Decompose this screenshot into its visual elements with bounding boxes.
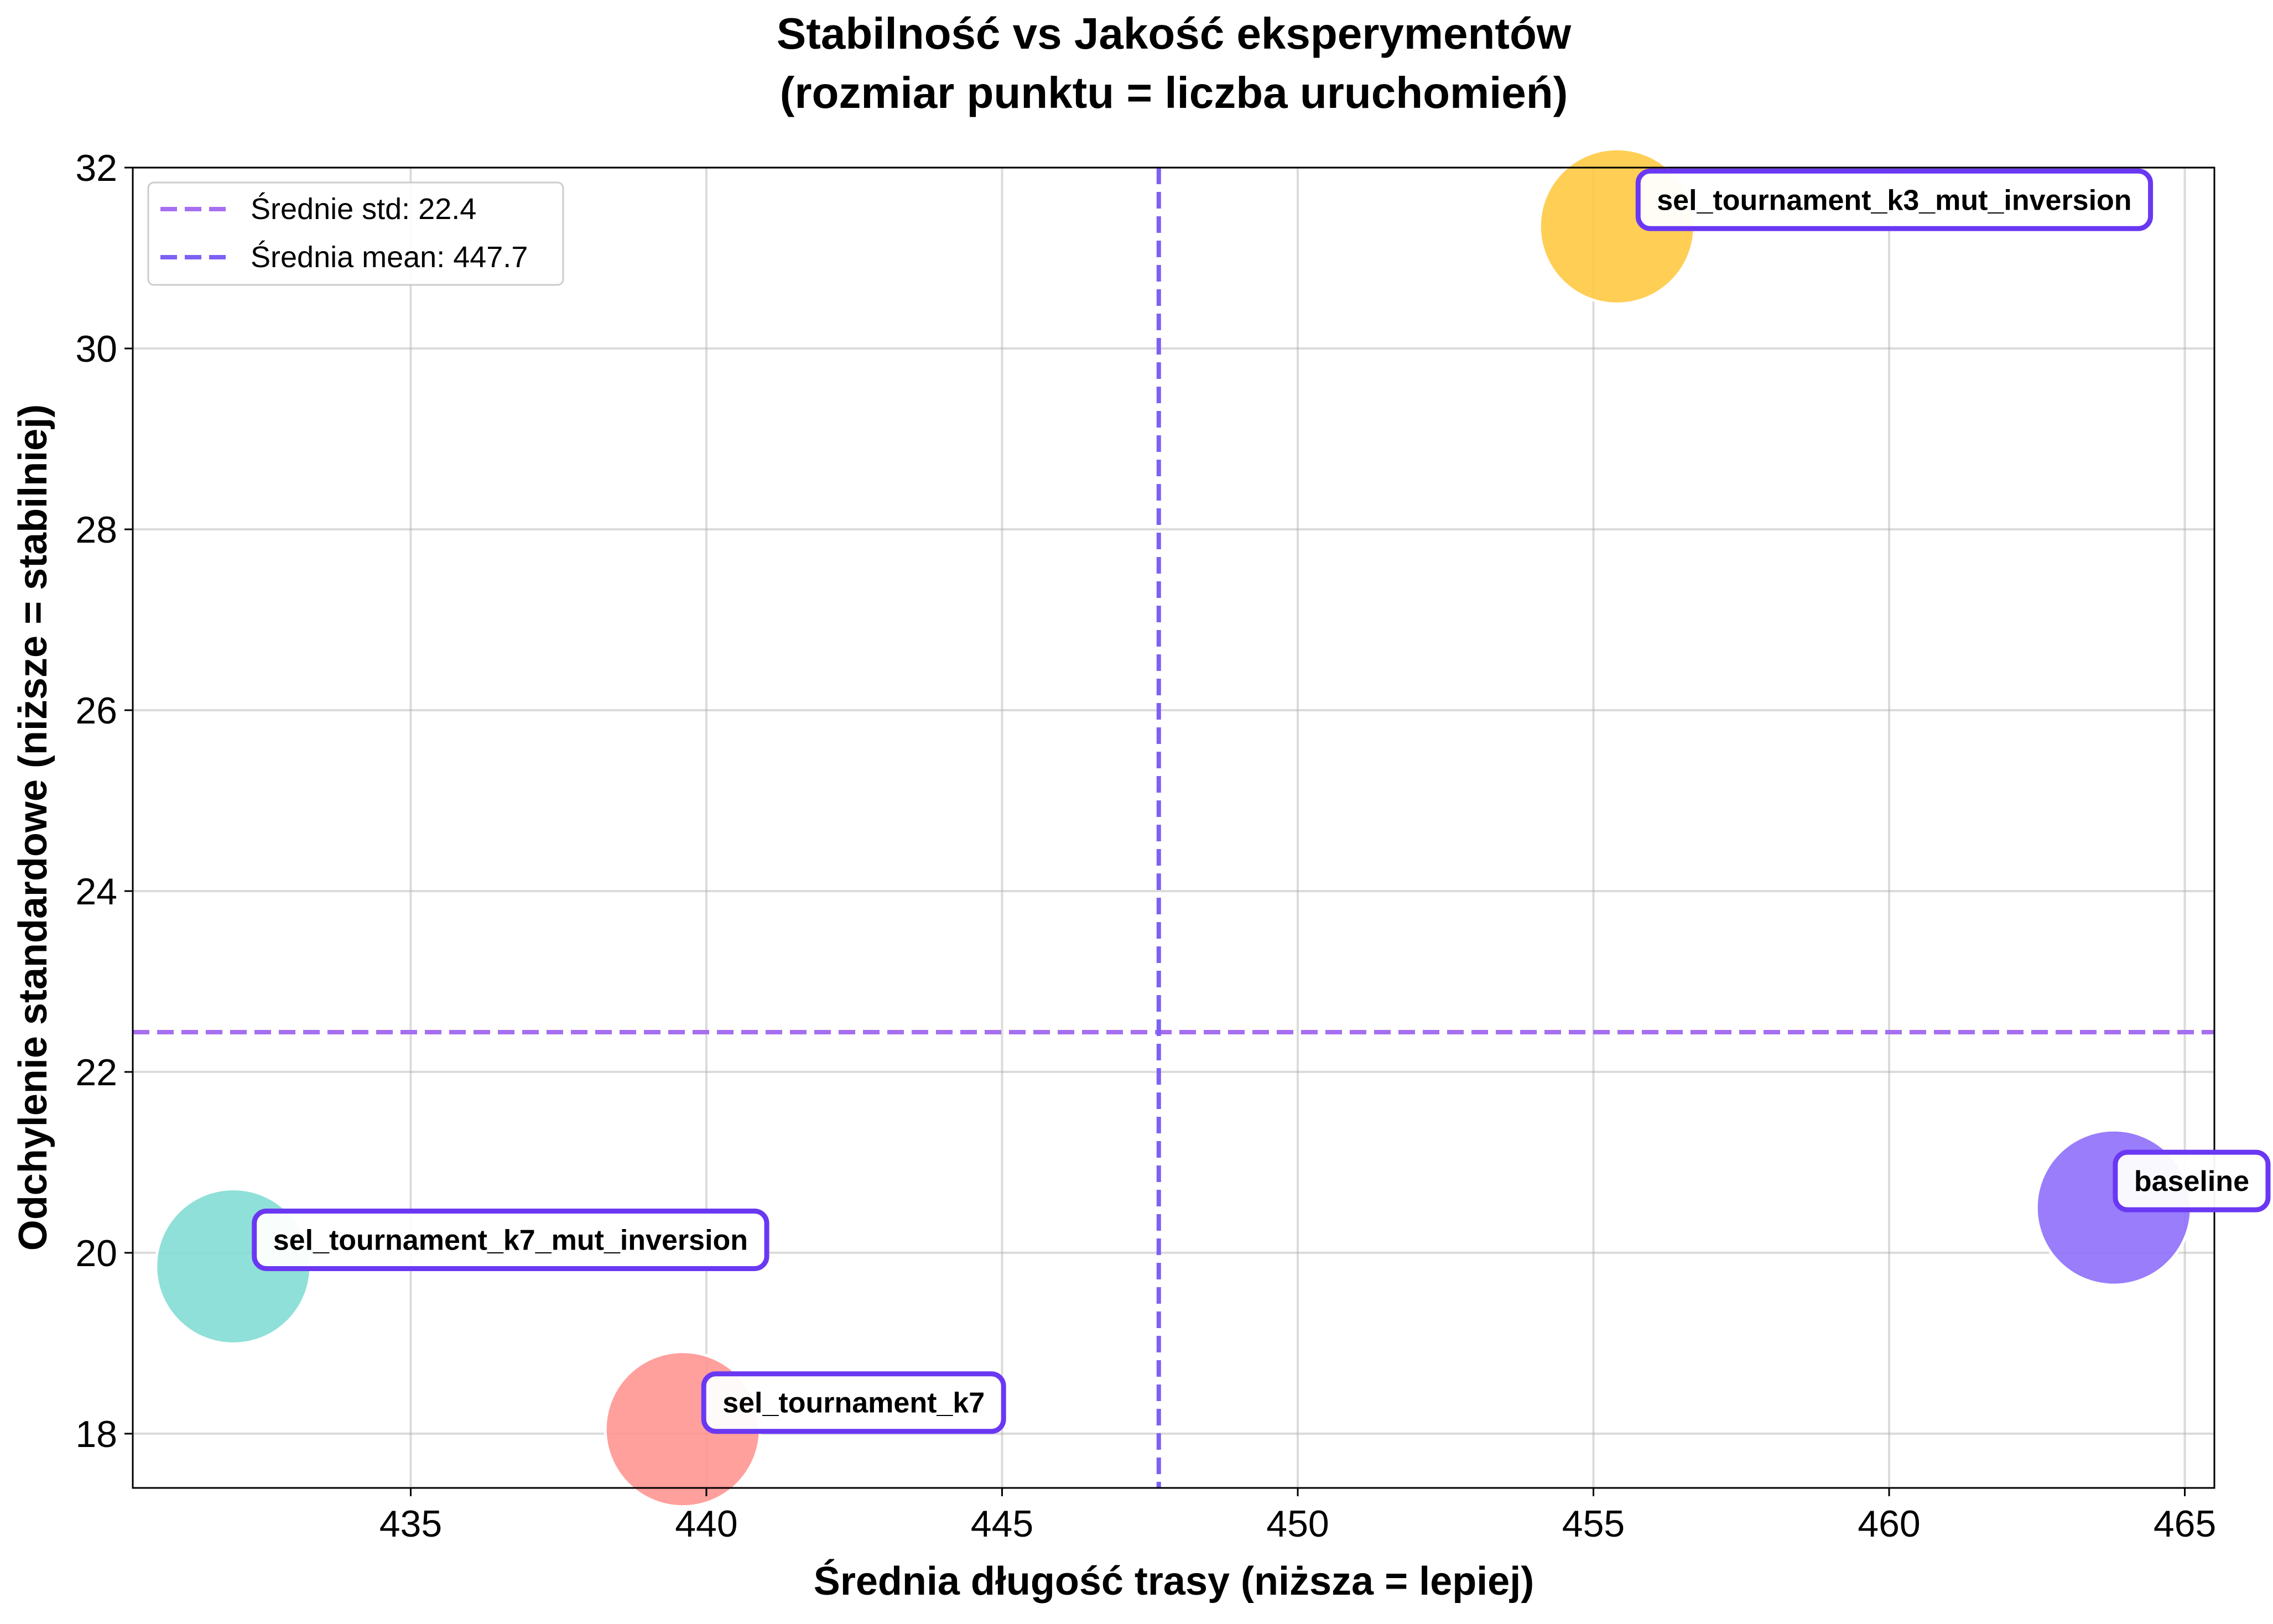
annotation-label: sel_tournament_k7_mut_inversion xyxy=(273,1224,748,1256)
legend-box xyxy=(147,181,564,286)
y-tick-label: 22 xyxy=(75,1052,117,1094)
annotation-label: baseline xyxy=(2134,1165,2249,1198)
annotation-label: sel_tournament_k7 xyxy=(722,1387,985,1419)
plot-frame xyxy=(132,166,2215,1489)
legend-label-vertical-mean: Średnia mean: 447.7 xyxy=(251,240,528,274)
chart-title-line2: (rozmiar punktu = liczba uruchomień) xyxy=(780,68,1568,117)
annotation-sel-tournament-k3-mut-inversion: sel_tournament_k3_mut_inversion xyxy=(1635,168,2154,231)
annotation-baseline: baseline xyxy=(2113,1149,2271,1212)
annotation-sel-tournament-k7: sel_tournament_k7 xyxy=(701,1371,1006,1434)
x-axis-label: Średnia długość trasy (niższa = lepiej) xyxy=(814,1559,1534,1604)
annotation-box xyxy=(1635,168,2154,231)
x-tick-label: 440 xyxy=(675,1503,737,1545)
annotation-box xyxy=(252,1208,769,1271)
y-tick-label: 20 xyxy=(75,1232,117,1274)
legend: Średnie std: 22.4 Średnia mean: 447.7 xyxy=(147,181,564,286)
x-tick-label: 435 xyxy=(379,1503,442,1545)
x-tick-label: 460 xyxy=(1858,1503,1920,1545)
x-tick-label: 455 xyxy=(1562,1503,1625,1545)
annotation-label: sel_tournament_k3_mut_inversion xyxy=(1657,184,2131,216)
y-tick-label: 24 xyxy=(75,871,117,913)
x-tick-label: 445 xyxy=(971,1503,1033,1545)
y-tick-label: 30 xyxy=(75,328,117,370)
x-tick-label: 465 xyxy=(2154,1503,2216,1545)
annotation-box xyxy=(701,1371,1006,1434)
annotation-box xyxy=(2113,1149,2271,1212)
y-tick-label: 26 xyxy=(75,690,117,732)
x-tick-label: 450 xyxy=(1266,1503,1329,1545)
y-tick-label: 28 xyxy=(75,509,117,551)
legend-label-horizontal-mean: Średnie std: 22.4 xyxy=(251,192,476,226)
y-tick-label: 32 xyxy=(75,147,117,189)
chart-title-line1: Stabilność vs Jakość eksperymentów xyxy=(777,9,1572,58)
y-axis-label: Odchylenie standardowe (niższe = stabiln… xyxy=(11,404,55,1251)
annotation-sel-tournament-k7-mut-inversion: sel_tournament_k7_mut_inversion xyxy=(252,1208,769,1271)
y-tick-label: 18 xyxy=(75,1413,117,1455)
